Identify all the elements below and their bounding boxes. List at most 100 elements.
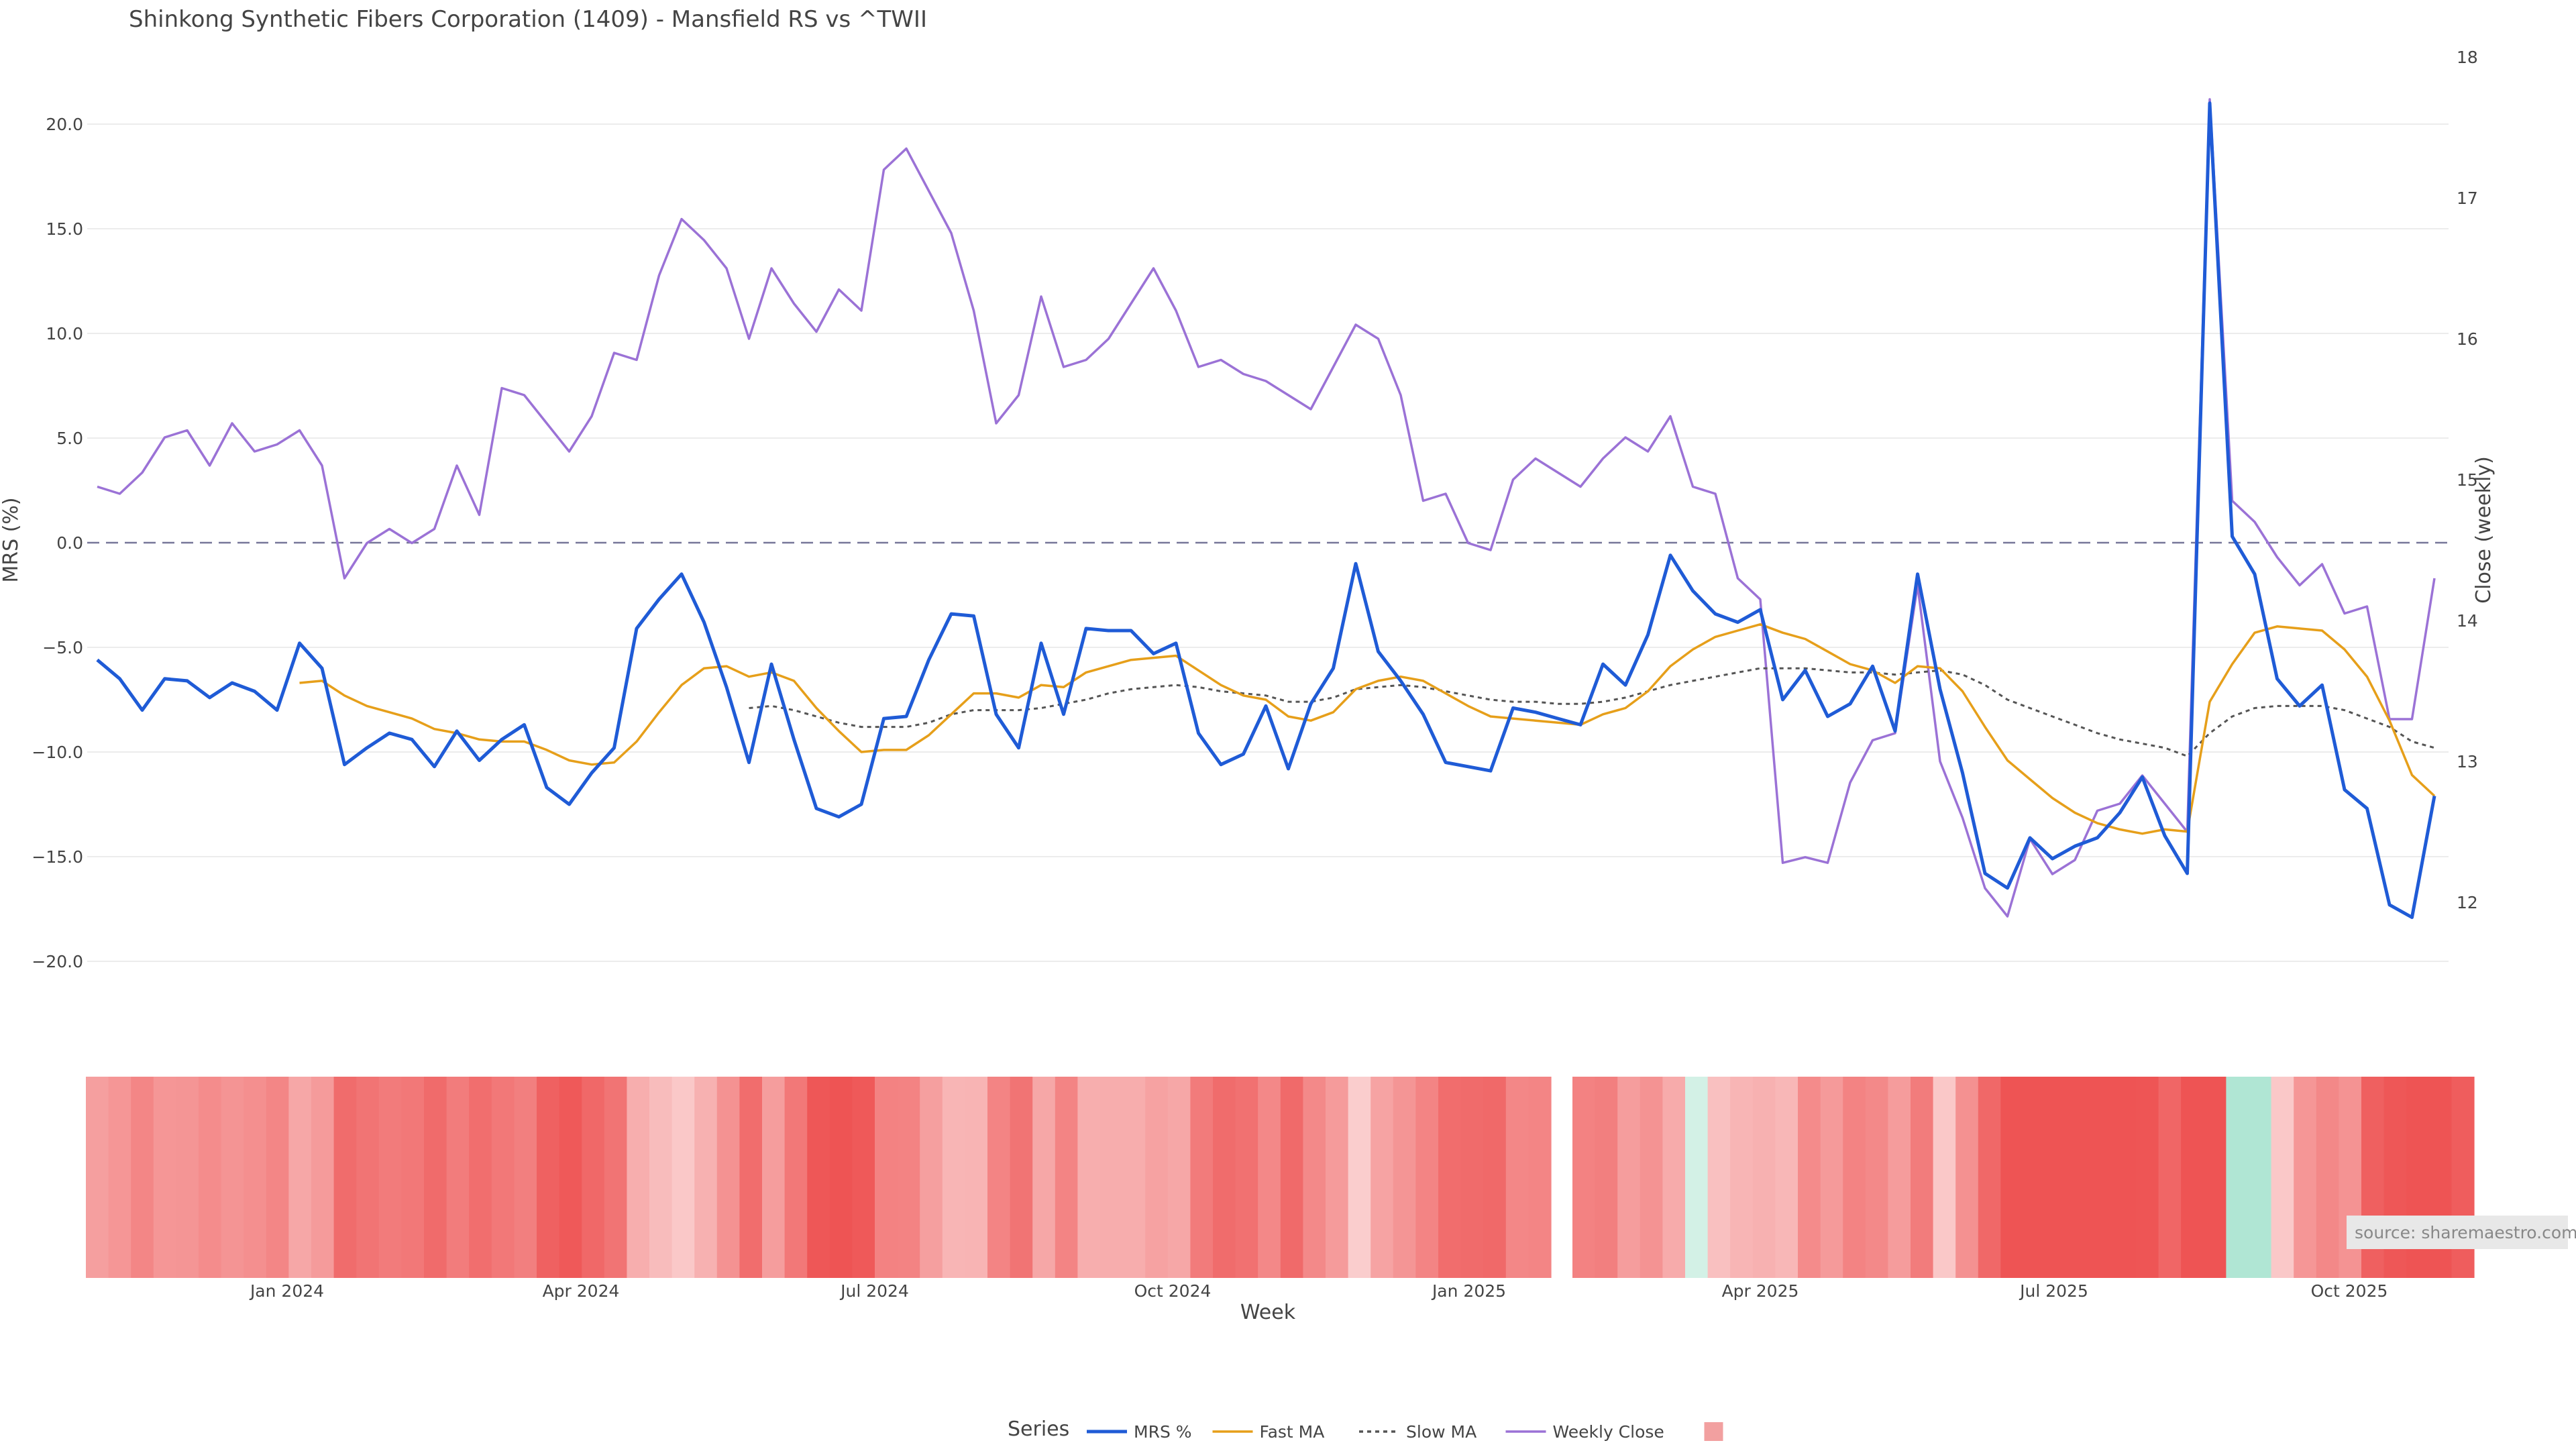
heatmap-cell xyxy=(965,1077,988,1278)
series-line-mrs xyxy=(96,101,2436,919)
heatmap-strip xyxy=(86,1077,2475,1278)
heatmap-cell xyxy=(784,1077,808,1278)
heatmap-cell xyxy=(1888,1077,1911,1278)
heatmap-cell xyxy=(1415,1077,1439,1278)
heatmap-cell xyxy=(1190,1077,1214,1278)
heatmap-cell xyxy=(1393,1077,1416,1278)
heatmap-cell xyxy=(2158,1077,2182,1278)
legend-label: Fast MA xyxy=(1260,1422,1325,1442)
heatmap-cell xyxy=(311,1077,335,1278)
heatmap-cell xyxy=(1122,1077,1146,1278)
heatmap-cell xyxy=(1843,1077,1866,1278)
heatmap-cell xyxy=(491,1077,515,1278)
heatmap-cell xyxy=(2226,1077,2249,1278)
y-tick-label: 0.0 xyxy=(56,533,83,553)
heatmap-cell xyxy=(604,1077,627,1278)
heatmap-cell xyxy=(2090,1077,2114,1278)
heatmap-cell xyxy=(1820,1077,1843,1278)
heatmap-cell xyxy=(1775,1077,1799,1278)
grid xyxy=(87,123,2449,962)
heatmap-cell xyxy=(108,1077,131,1278)
heatmap-cell xyxy=(1572,1077,1596,1278)
heatmap-cell xyxy=(1303,1077,1326,1278)
x-tick-label: Apr 2025 xyxy=(1722,1281,1799,1301)
heatmap-cell xyxy=(2271,1077,2294,1278)
heatmap-cell xyxy=(1685,1077,1709,1278)
x-axis: Jan 2024 Apr 2024 Jul 2024 Oct 2024 Jan 2025… xyxy=(249,1281,2387,1301)
heatmap-cell xyxy=(1483,1077,1507,1278)
y2-tick-label: 12 xyxy=(2457,893,2478,912)
heatmap-cell xyxy=(694,1077,718,1278)
legend: Series MRS % Fast MA Slow MA Weekly Close xyxy=(1008,1417,1723,1442)
heatmap-cell xyxy=(176,1077,199,1278)
heatmap-cell xyxy=(1032,1077,1056,1278)
x-axis-title: Week xyxy=(1240,1301,1296,1324)
heatmap-cell xyxy=(221,1077,244,1278)
series-lines xyxy=(96,98,2436,919)
y-axis-right: 18 17 16 15 14 13 12 xyxy=(2457,48,2478,912)
heatmap-cell xyxy=(1640,1077,1663,1278)
source-note-bg xyxy=(2347,1216,2568,1249)
heatmap-cell xyxy=(1100,1077,1124,1278)
heatmap-cell xyxy=(2136,1077,2159,1278)
heatmap-cell xyxy=(559,1077,582,1278)
heatmap-cell xyxy=(1460,1077,1484,1278)
x-tick-label: Oct 2025 xyxy=(2311,1281,2388,1301)
y-tick-label: 10.0 xyxy=(46,324,83,343)
heatmap-cell xyxy=(1371,1077,1394,1278)
heatmap-cell xyxy=(2000,1077,2024,1278)
x-tick-label: Oct 2024 xyxy=(1134,1281,1212,1301)
heatmap-cell xyxy=(1438,1077,1462,1278)
heatmap-cell xyxy=(1798,1077,1821,1278)
heatmap-cell xyxy=(199,1077,222,1278)
heatmap-cell xyxy=(2113,1077,2137,1278)
heatmap-cell xyxy=(288,1077,312,1278)
heatmap-cell xyxy=(1280,1077,1303,1278)
legend-heatmap-swatch xyxy=(1704,1422,1723,1441)
source-note: source: sharemaestro.com xyxy=(2355,1223,2576,1242)
heatmap-cell xyxy=(1505,1077,1529,1278)
heatmap-cell xyxy=(897,1077,920,1278)
y-tick-label: −20.0 xyxy=(32,952,83,971)
heatmap-cell xyxy=(1528,1077,1552,1278)
heatmap-cell xyxy=(86,1077,109,1278)
heatmap-cell xyxy=(852,1077,875,1278)
heatmap-cell xyxy=(807,1077,830,1278)
heatmap-cell xyxy=(1730,1077,1754,1278)
heatmap-cell xyxy=(1933,1077,1956,1278)
heatmap-cell xyxy=(1662,1077,1686,1278)
legend-label: Slow MA xyxy=(1406,1422,1477,1442)
heatmap-cell xyxy=(1911,1077,1934,1278)
heatmap-cell xyxy=(1978,1077,2001,1278)
y-tick-label: −5.0 xyxy=(42,638,83,657)
heatmap-cell xyxy=(1055,1077,1078,1278)
heatmap-cell xyxy=(1167,1077,1191,1278)
heatmap-cell xyxy=(356,1077,380,1278)
heatmap-cell xyxy=(920,1077,943,1278)
legend-label: Weekly Close xyxy=(1553,1422,1664,1442)
legend-title: Series xyxy=(1008,1417,1069,1441)
heatmap-cell xyxy=(1145,1077,1169,1278)
heatmap-cell xyxy=(582,1077,605,1278)
heatmap-cell xyxy=(1707,1077,1731,1278)
heatmap-cell xyxy=(446,1077,470,1278)
heatmap-cell xyxy=(2249,1077,2272,1278)
y-tick-label: 20.0 xyxy=(46,115,83,134)
heatmap-cell xyxy=(1752,1077,1776,1278)
heatmap-cell xyxy=(1617,1077,1641,1278)
heatmap-cell xyxy=(2203,1077,2226,1278)
heatmap-cell xyxy=(1595,1077,1618,1278)
heatmap-cell xyxy=(2294,1077,2317,1278)
heatmap-cell xyxy=(762,1077,786,1278)
heatmap-cell xyxy=(1010,1077,1033,1278)
heatmap-cell xyxy=(739,1077,763,1278)
y2-tick-label: 15 xyxy=(2457,470,2478,490)
heatmap-cell xyxy=(716,1077,740,1278)
x-tick-label: Jan 2024 xyxy=(249,1281,324,1301)
heatmap-cell xyxy=(537,1077,560,1278)
y-tick-label: −15.0 xyxy=(32,847,83,867)
heatmap-cell xyxy=(153,1077,176,1278)
heatmap-cell xyxy=(987,1077,1011,1278)
x-tick-label: Jan 2025 xyxy=(1431,1281,1506,1301)
